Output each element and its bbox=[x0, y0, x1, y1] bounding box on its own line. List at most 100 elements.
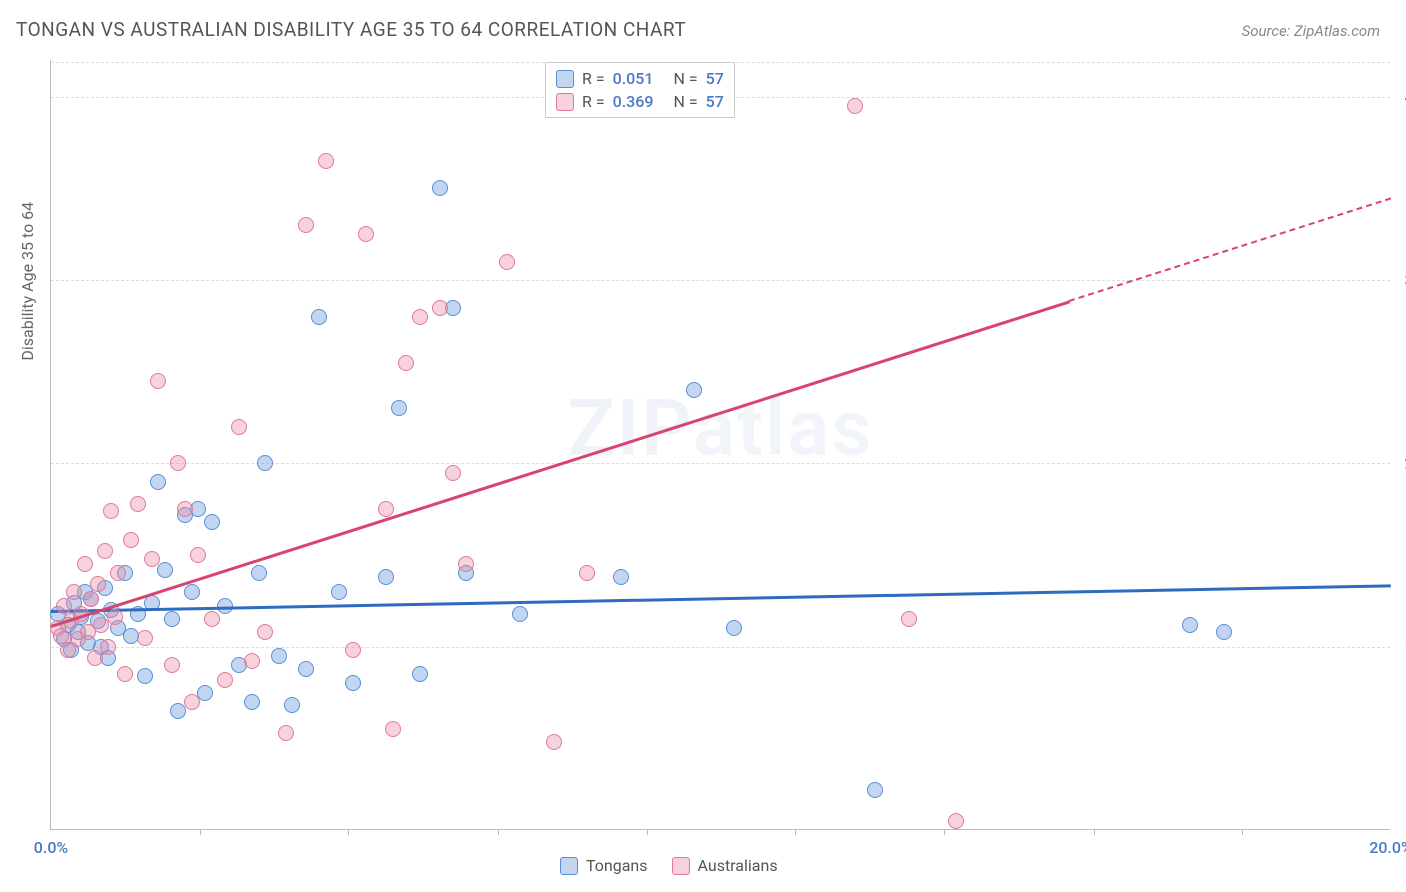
gridline bbox=[51, 647, 1390, 648]
gridline bbox=[51, 280, 1390, 281]
data-point bbox=[398, 355, 414, 371]
data-point bbox=[412, 666, 428, 682]
data-point bbox=[204, 514, 220, 530]
x-tick-mark bbox=[498, 829, 499, 835]
data-point bbox=[298, 661, 314, 677]
x-tick-mark bbox=[1094, 829, 1095, 835]
data-point bbox=[244, 694, 260, 710]
data-point bbox=[137, 668, 153, 684]
legend-swatch bbox=[672, 857, 690, 875]
data-point bbox=[90, 576, 106, 592]
data-point bbox=[271, 648, 287, 664]
legend-series-name: Tongans bbox=[586, 856, 648, 875]
legend-swatch bbox=[556, 93, 574, 111]
x-tick-mark bbox=[795, 829, 796, 835]
data-point bbox=[1182, 617, 1198, 633]
data-point bbox=[251, 565, 267, 581]
x-tick-label: 0.0% bbox=[34, 838, 68, 857]
data-point bbox=[726, 620, 742, 636]
data-point bbox=[190, 547, 206, 563]
source-label: Source: ZipAtlas.com bbox=[1242, 22, 1380, 40]
data-point bbox=[56, 598, 72, 614]
x-tick-mark bbox=[348, 829, 349, 835]
data-point bbox=[579, 565, 595, 581]
data-point bbox=[53, 628, 69, 644]
data-point bbox=[77, 556, 93, 572]
data-point bbox=[331, 584, 347, 600]
data-point bbox=[197, 685, 213, 701]
data-point bbox=[137, 630, 153, 646]
data-point bbox=[318, 153, 334, 169]
legend-n-value: 57 bbox=[706, 69, 724, 88]
data-point bbox=[298, 217, 314, 233]
data-point bbox=[157, 562, 173, 578]
data-point bbox=[177, 501, 193, 517]
x-tick-mark bbox=[200, 829, 201, 835]
data-point bbox=[184, 694, 200, 710]
data-point bbox=[412, 309, 428, 325]
regression-line bbox=[1069, 198, 1391, 302]
data-point bbox=[278, 725, 294, 741]
gridline bbox=[51, 463, 1390, 464]
regression-line bbox=[51, 584, 1391, 612]
data-point bbox=[110, 565, 126, 581]
data-point bbox=[83, 591, 99, 607]
plot-area: ZIPatlas 10.0%20.0%30.0%40.0%0.0%20.0% bbox=[50, 60, 1390, 830]
legend-item: Tongans bbox=[560, 856, 648, 875]
y-tick-label: 40.0% bbox=[1396, 87, 1406, 106]
legend-swatch bbox=[556, 70, 574, 88]
data-point bbox=[901, 611, 917, 627]
y-tick-label: 10.0% bbox=[1396, 637, 1406, 656]
y-tick-label: 30.0% bbox=[1396, 271, 1406, 290]
data-point bbox=[546, 734, 562, 750]
x-tick-mark bbox=[1242, 829, 1243, 835]
data-point bbox=[445, 465, 461, 481]
data-point bbox=[150, 373, 166, 389]
legend-n-value: 57 bbox=[706, 92, 724, 111]
data-point bbox=[204, 611, 220, 627]
data-point bbox=[144, 551, 160, 567]
x-tick-mark bbox=[944, 829, 945, 835]
data-point bbox=[107, 609, 123, 625]
data-point bbox=[1216, 624, 1232, 640]
data-point bbox=[867, 782, 883, 798]
data-point bbox=[164, 657, 180, 673]
data-point bbox=[217, 672, 233, 688]
legend-r-value: 0.051 bbox=[613, 69, 654, 88]
data-point bbox=[170, 455, 186, 471]
legend-row: R =0.051N =57 bbox=[556, 67, 724, 90]
data-point bbox=[150, 474, 166, 490]
data-point bbox=[66, 584, 82, 600]
data-point bbox=[686, 382, 702, 398]
legend-series-name: Australians bbox=[698, 856, 778, 875]
data-point bbox=[613, 569, 629, 585]
data-point bbox=[385, 721, 401, 737]
data-point bbox=[103, 503, 119, 519]
data-point bbox=[391, 400, 407, 416]
data-point bbox=[117, 666, 133, 682]
legend-row: R =0.369N =57 bbox=[556, 90, 724, 113]
legend-item: Australians bbox=[672, 856, 778, 875]
data-point bbox=[378, 501, 394, 517]
chart-title: TONGAN VS AUSTRALIAN DISABILITY AGE 35 T… bbox=[16, 18, 686, 41]
data-point bbox=[123, 532, 139, 548]
data-point bbox=[184, 584, 200, 600]
data-point bbox=[499, 254, 515, 270]
y-axis-label: Disability Age 35 to 64 bbox=[18, 202, 37, 361]
legend-n-label: N = bbox=[673, 92, 697, 111]
legend-r-value: 0.369 bbox=[613, 92, 654, 111]
x-tick-label: 20.0% bbox=[1369, 838, 1406, 857]
data-point bbox=[345, 675, 361, 691]
legend-correlation: R =0.051N =57R =0.369N =57 bbox=[545, 62, 735, 118]
data-point bbox=[130, 496, 146, 512]
data-point bbox=[257, 624, 273, 640]
data-point bbox=[231, 419, 247, 435]
legend-swatch bbox=[560, 857, 578, 875]
legend-n-label: N = bbox=[673, 69, 697, 88]
data-point bbox=[948, 813, 964, 829]
data-point bbox=[284, 697, 300, 713]
data-point bbox=[311, 309, 327, 325]
data-point bbox=[257, 455, 273, 471]
data-point bbox=[164, 611, 180, 627]
data-point bbox=[87, 650, 103, 666]
